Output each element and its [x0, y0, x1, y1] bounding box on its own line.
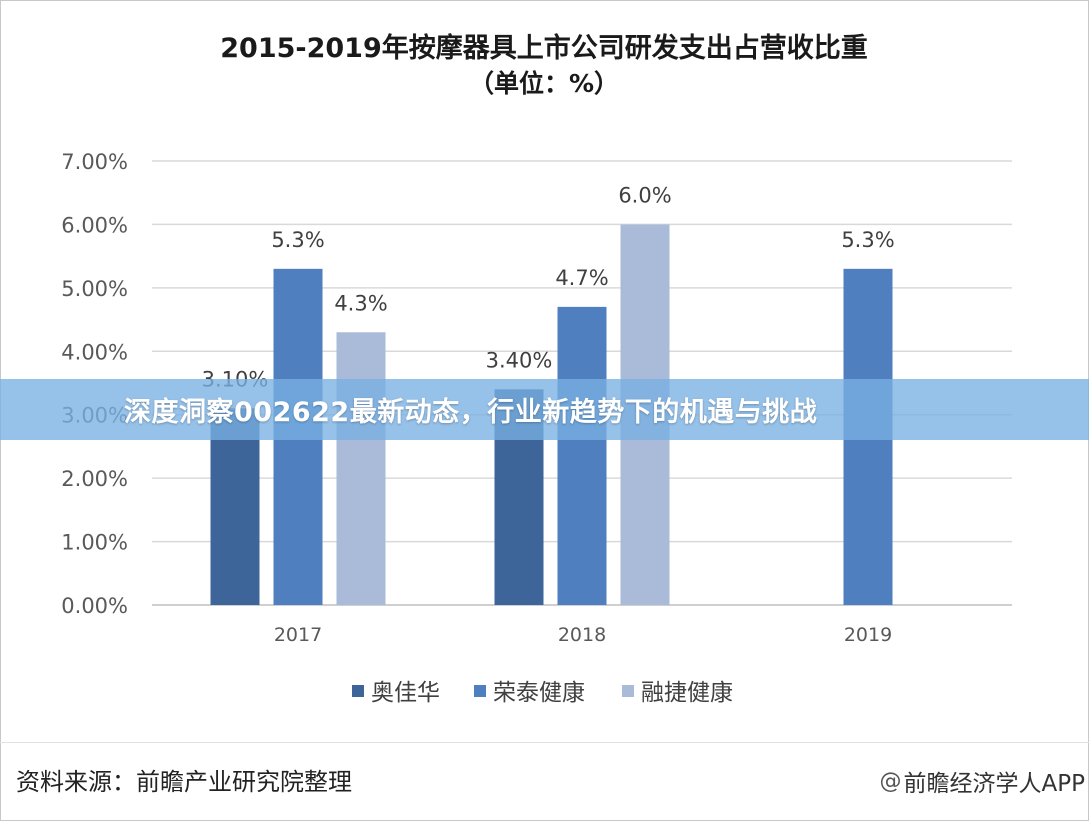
banner-text: 深度洞察002622最新动态，行业新趋势下的机遇与挑战	[124, 397, 818, 428]
bars	[210, 224, 893, 605]
x-tick-label: 2018	[558, 624, 606, 646]
y-tick-label: 2.00%	[61, 467, 128, 491]
x-tick-label: 2017	[274, 624, 322, 646]
weibo-at-icon: @	[879, 768, 902, 794]
bar	[557, 306, 607, 605]
headline-banner: 深度洞察002622最新动态，行业新趋势下的机遇与挑战	[0, 379, 1089, 440]
y-tick-label: 0.00%	[61, 594, 128, 618]
data-label: 4.7%	[555, 266, 608, 290]
y-tick-label: 5.00%	[61, 277, 128, 301]
y-tick-label: 7.00%	[61, 150, 128, 174]
chart-title: 2015-2019年按摩器具上市公司研发支出占营收比重	[220, 32, 868, 64]
data-label: 3.40%	[486, 348, 553, 372]
data-label: 6.0%	[618, 183, 671, 207]
legend-swatch	[352, 685, 364, 697]
app-credit: @ 前瞻经济学人APP	[880, 764, 1085, 798]
bar	[210, 408, 260, 605]
legend: 奥佳华 荣泰健康 融捷健康	[352, 680, 733, 706]
legend-swatch	[622, 685, 634, 697]
y-tick-label: 6.00%	[61, 213, 128, 237]
legend-label: 奥佳华	[371, 680, 440, 706]
source-note: 资料来源：前瞻产业研究院整理	[16, 768, 352, 796]
legend-label: 荣泰健康	[493, 680, 585, 706]
legend-label: 融捷健康	[641, 680, 733, 706]
credit-text: 前瞻经济学人APP	[903, 771, 1085, 797]
y-tick-label: 4.00%	[61, 340, 128, 364]
x-axis-categories: 2017 2018 2019	[274, 624, 892, 646]
footer-divider	[0, 742, 1089, 743]
legend-swatch	[474, 685, 486, 697]
data-label: 5.3%	[841, 228, 894, 252]
chart-subtitle: （单位：%）	[469, 69, 619, 98]
y-tick-label: 1.00%	[61, 531, 128, 555]
x-tick-label: 2019	[844, 624, 892, 646]
bar	[336, 332, 386, 605]
data-label: 4.3%	[334, 291, 387, 315]
data-label: 5.3%	[271, 228, 324, 252]
